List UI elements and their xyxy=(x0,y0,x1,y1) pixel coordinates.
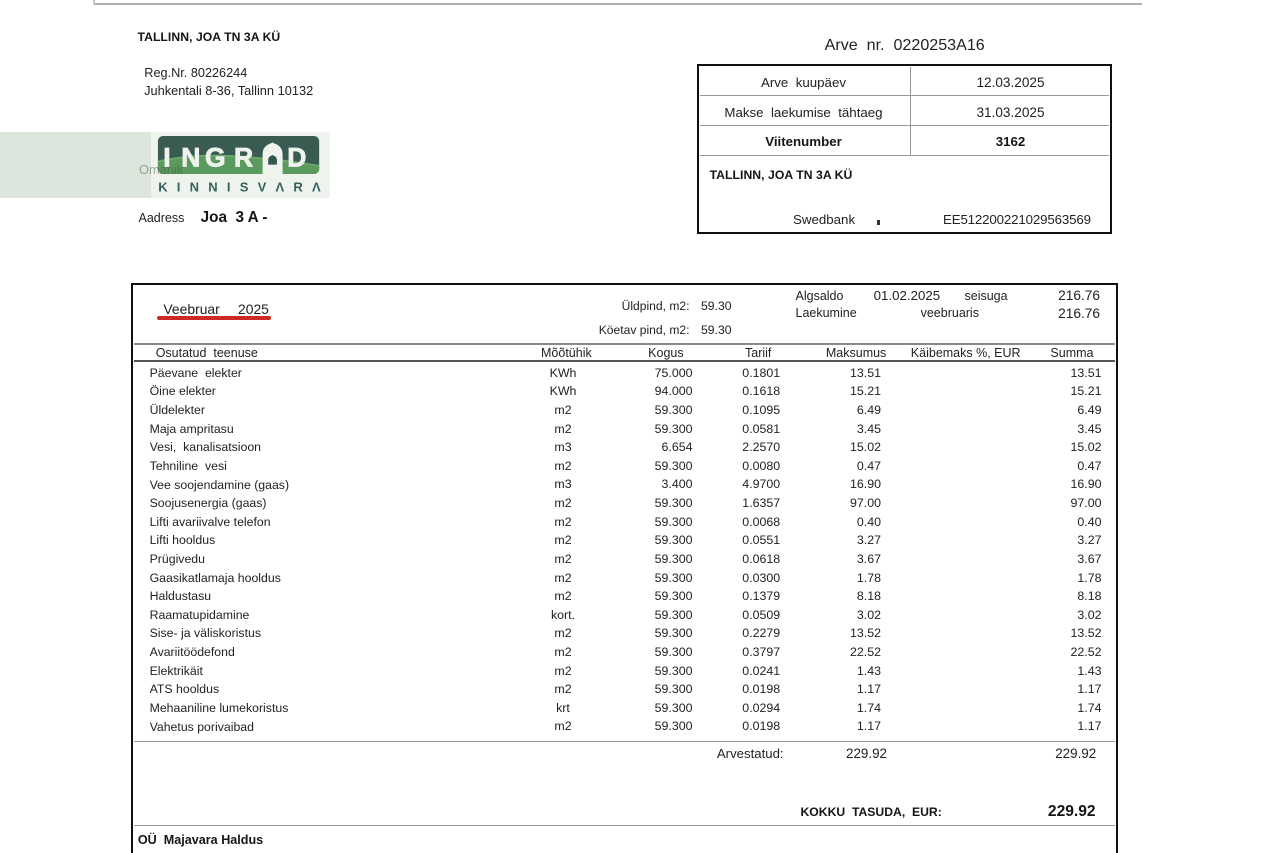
svg-text:R: R xyxy=(234,143,253,173)
svg-text:D: D xyxy=(287,143,306,173)
svg-text:N: N xyxy=(181,143,200,173)
svg-text:KINNISVΛRΛ: KINNISVΛRΛ xyxy=(158,180,330,195)
svg-text:G: G xyxy=(205,143,226,173)
svg-text:I: I xyxy=(163,143,170,173)
